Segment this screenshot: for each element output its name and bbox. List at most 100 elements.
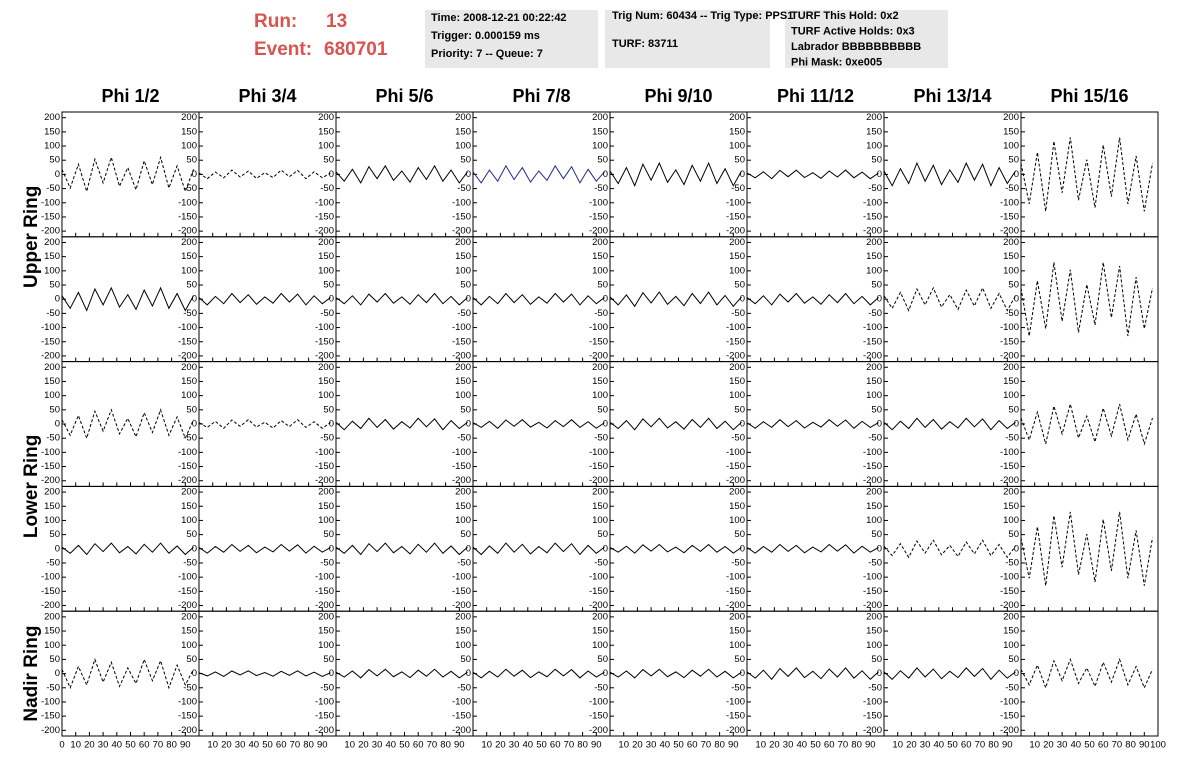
- y-tick-label: -150: [589, 711, 608, 722]
- y-tick-label: 0: [329, 419, 334, 430]
- x-tick-label: 90: [1002, 740, 1013, 751]
- x-tick-label: 90: [180, 740, 191, 751]
- y-tick-label: 200: [44, 237, 60, 248]
- y-tick-label: -200: [315, 475, 334, 486]
- y-tick-label: -150: [452, 211, 471, 222]
- y-tick-label: -150: [863, 711, 882, 722]
- info-line: Trigger: 0.000159 ms: [431, 30, 540, 42]
- x-tick-label: 10: [70, 740, 81, 751]
- y-tick-label: 100: [44, 390, 60, 401]
- waveform: [335, 542, 468, 556]
- waveform: [335, 292, 468, 306]
- info-line: Labrador BBBBBBBBBB: [791, 41, 921, 53]
- y-tick-label: -50: [594, 308, 608, 319]
- y-tick-label: -50: [731, 557, 745, 568]
- y-tick-label: 100: [455, 265, 471, 276]
- y-tick-label: 100: [455, 515, 471, 526]
- x-tick-label: 90: [454, 740, 465, 751]
- y-tick-label: 50: [186, 155, 197, 166]
- y-tick-label: -100: [178, 447, 197, 458]
- y-tick-label: 50: [49, 280, 60, 291]
- y-tick-label: 50: [734, 529, 745, 540]
- y-tick-label: 150: [1003, 376, 1019, 387]
- y-tick-label: -100: [315, 572, 334, 583]
- waveform: [472, 542, 605, 556]
- y-tick-label: 150: [866, 126, 882, 137]
- y-tick-label: 0: [55, 668, 60, 679]
- y-tick-label: 0: [1014, 543, 1019, 554]
- x-tick-label: 60: [824, 740, 835, 751]
- y-tick-label: 0: [329, 668, 334, 679]
- waveform: [61, 286, 194, 312]
- waveform: [61, 657, 194, 690]
- y-tick-label: -50: [731, 308, 745, 319]
- x-tick-label: 70: [290, 740, 301, 751]
- y-tick-label: 100: [181, 515, 197, 526]
- x-tick-label: 10: [481, 740, 492, 751]
- y-tick-label: 200: [729, 487, 745, 498]
- y-tick-label: -150: [726, 336, 745, 347]
- y-tick-label: 0: [603, 169, 608, 180]
- y-tick-label: 150: [866, 376, 882, 387]
- x-tick-label: 20: [495, 740, 506, 751]
- y-tick-label: 0: [466, 169, 471, 180]
- y-tick-label: 150: [44, 251, 60, 262]
- x-tick-label: 90: [728, 740, 739, 751]
- y-tick-label: 150: [455, 126, 471, 137]
- waveform: [609, 417, 742, 431]
- y-tick-label: -50: [1005, 557, 1019, 568]
- y-tick-label: 0: [877, 668, 882, 679]
- y-tick-label: 50: [597, 529, 608, 540]
- y-tick-label: -50: [868, 433, 882, 444]
- y-tick-label: -100: [315, 322, 334, 333]
- y-tick-label: 0: [466, 419, 471, 430]
- y-tick-label: -50: [320, 557, 334, 568]
- y-tick-label: -150: [863, 211, 882, 222]
- y-tick-label: 0: [329, 294, 334, 305]
- waveform: [746, 543, 879, 554]
- y-tick-label: 200: [455, 611, 471, 622]
- x-tick-label: 90: [865, 740, 876, 751]
- y-tick-label: 100: [181, 640, 197, 651]
- y-tick-label: 0: [877, 294, 882, 305]
- y-tick-label: 50: [734, 155, 745, 166]
- y-tick-label: 150: [729, 376, 745, 387]
- x-tick-label: 50: [536, 740, 547, 751]
- y-tick-label: -150: [315, 336, 334, 347]
- x-tick-label: 90: [591, 740, 602, 751]
- y-tick-label: -200: [726, 475, 745, 486]
- y-tick-label: 200: [44, 611, 60, 622]
- y-tick-label: 50: [734, 654, 745, 665]
- x-tick-label: 50: [125, 740, 136, 751]
- y-tick-label: -50: [46, 682, 60, 693]
- y-tick-label: 0: [466, 668, 471, 679]
- waveform: [1020, 657, 1153, 690]
- y-tick-label: -200: [452, 600, 471, 611]
- waveform: [335, 668, 468, 679]
- y-tick-label: 150: [592, 376, 608, 387]
- waveform: [746, 419, 879, 429]
- column-title: Phi 9/10: [644, 86, 712, 106]
- x-tick-label: 70: [1112, 740, 1123, 751]
- y-tick-label: 50: [597, 280, 608, 291]
- y-tick-label: -50: [594, 433, 608, 444]
- y-tick-label: -200: [41, 475, 60, 486]
- y-tick-label: 150: [592, 126, 608, 137]
- x-tick-label: 40: [523, 740, 534, 751]
- x-tick-label: 20: [221, 740, 232, 751]
- y-tick-label: -200: [726, 350, 745, 361]
- y-tick-label: 200: [181, 362, 197, 373]
- y-tick-label: -50: [457, 433, 471, 444]
- y-tick-label: 100: [1003, 390, 1019, 401]
- x-tick-label: 90: [317, 740, 328, 751]
- y-tick-label: -150: [41, 586, 60, 597]
- waveform: [198, 670, 331, 677]
- y-tick-label: 50: [323, 654, 334, 665]
- y-tick-label: -150: [1000, 461, 1019, 472]
- y-tick-label: 100: [592, 265, 608, 276]
- x-tick-label: 50: [399, 740, 410, 751]
- y-tick-label: -150: [41, 336, 60, 347]
- y-tick-label: 150: [729, 251, 745, 262]
- y-tick-label: 200: [455, 487, 471, 498]
- x-tick-label: 20: [769, 740, 780, 751]
